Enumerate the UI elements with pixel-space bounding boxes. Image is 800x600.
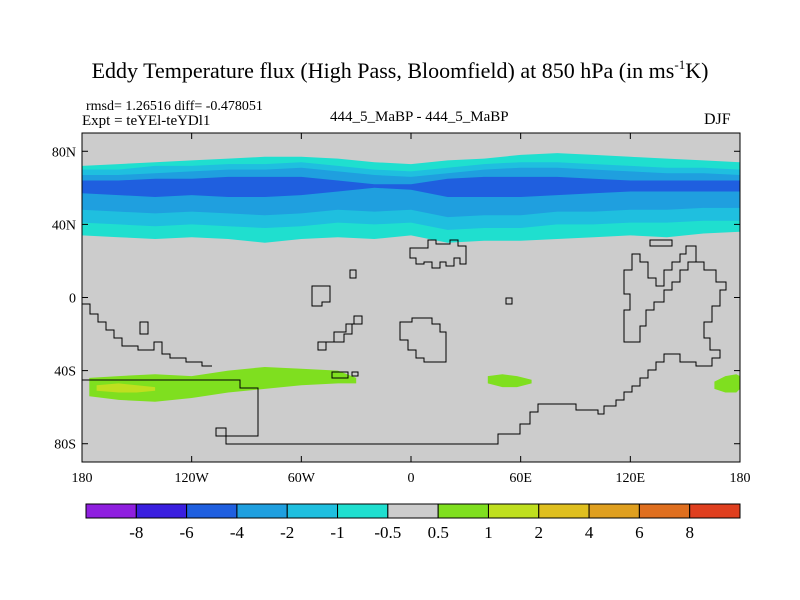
colorbar-box [689, 503, 741, 519]
flux-band-5 [96, 383, 156, 393]
stats-text: rmsd= 1.26516 diff= -0.478051 [86, 99, 263, 114]
colorbar-label: -0.5 [374, 523, 401, 542]
coastline-island-e [139, 321, 149, 335]
y-tick-label: 40S [54, 365, 76, 380]
x-tick-label: 120W [175, 471, 210, 486]
colorbar-label: -2 [280, 523, 294, 542]
colorbar-box [588, 503, 640, 519]
colorbar-box [236, 503, 288, 519]
colorbar-box [487, 503, 540, 519]
x-tick-label: 180 [730, 471, 751, 486]
x-tick-label: 60W [288, 471, 316, 486]
coastline-africa-2 [317, 315, 363, 351]
season-label: DJF [704, 111, 731, 128]
colorbar-label: -6 [180, 523, 194, 542]
flux-band-4 [89, 367, 357, 402]
colorbar-box [437, 503, 489, 519]
colorbar-box [85, 503, 137, 519]
colorbar-box [286, 503, 339, 519]
colorbar-box [387, 503, 439, 519]
coastline-antarctica-west [82, 303, 212, 367]
x-tick-label: 120E [616, 471, 646, 486]
colorbar-label: -8 [129, 523, 143, 542]
y-tick-label: 80S [54, 438, 76, 453]
colorbar-label: -4 [230, 523, 245, 542]
colorbar-label: 2 [535, 523, 544, 542]
experiment-label: Expt = teYEl-teYDl1 [82, 113, 211, 129]
coastline-island-c [351, 371, 359, 377]
coastline-antarctica [82, 245, 727, 445]
coastline-island-d [505, 297, 513, 305]
colorbar-label: -1 [330, 523, 344, 542]
coastline-island-f [649, 239, 673, 247]
colorbar-label: 6 [635, 523, 644, 542]
flux-band-6 [487, 374, 532, 388]
colorbar-label: 4 [585, 523, 594, 542]
coastlines [82, 239, 727, 445]
flux-band-7 [714, 374, 740, 393]
colorbar-box [538, 503, 590, 519]
y-tick-label: 40N [52, 218, 76, 233]
coastline-island-a [349, 269, 357, 279]
coastline-north-america-asia [409, 239, 467, 269]
comparison-label: 444_5_MaBP - 444_5_MaBP [330, 109, 509, 125]
y-axis: 80N 40N 0 40S 80S [52, 145, 740, 453]
colorbar: -8 -6 -4 -2 -1 -0.5 0.5 1 2 4 6 8 [85, 503, 741, 542]
coastline-island-b [331, 371, 349, 379]
y-tick-label: 0 [69, 292, 76, 307]
y-tick-label: 80N [52, 145, 76, 160]
colorbar-box [337, 503, 389, 519]
colorbar-label: 1 [484, 523, 493, 542]
colorbar-label: 8 [685, 523, 694, 542]
colorbar-label: 0.5 [428, 523, 449, 542]
flux-band-3 [82, 176, 740, 197]
x-tick-label: 60E [509, 471, 532, 486]
colorbar-box [638, 503, 691, 519]
chart-title: Eddy Temperature flux (High Pass, Bloomf… [91, 57, 709, 83]
colorbar-box [135, 503, 188, 519]
coastline-south-america [399, 317, 447, 363]
coastline-africa-1 [311, 285, 331, 307]
colorbar-box [186, 503, 238, 519]
flux-fields [82, 153, 740, 402]
x-axis: 180 120W 60W 0 60E 120E 180 [72, 133, 751, 486]
x-tick-label: 180 [72, 471, 93, 486]
x-tick-label: 0 [408, 471, 415, 486]
